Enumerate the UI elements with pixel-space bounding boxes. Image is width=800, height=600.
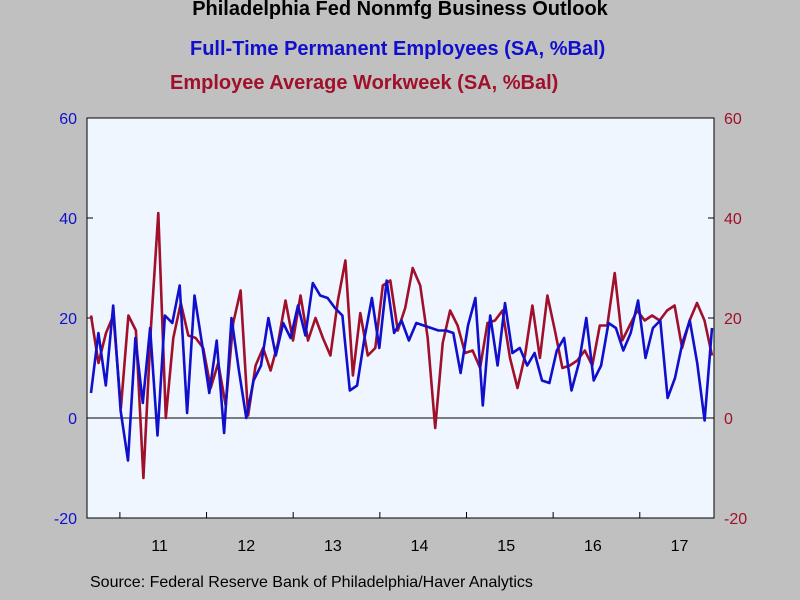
y-tick-label-right: 20 bbox=[724, 311, 742, 328]
y-tick-label-right: 40 bbox=[724, 211, 742, 228]
y-tick-label-left: 40 bbox=[59, 211, 77, 228]
y-tick-label-right: 60 bbox=[724, 111, 742, 128]
y-axis-left: 60 40 20 0 -20 bbox=[54, 111, 93, 528]
y-tick-label-left: 60 bbox=[59, 111, 77, 128]
x-tick-label: 12 bbox=[237, 538, 255, 555]
y-tick-label-left: -20 bbox=[54, 511, 77, 528]
series-line-employees bbox=[89, 279, 714, 462]
x-tick-label: 15 bbox=[497, 538, 515, 555]
x-tick-label: 16 bbox=[584, 538, 602, 555]
plot-frame bbox=[86, 117, 715, 519]
x-tick-label: 17 bbox=[671, 538, 689, 555]
x-tick-label: 14 bbox=[411, 538, 429, 555]
y-tick-label-right: -20 bbox=[724, 511, 747, 528]
y-tick-label-left: 20 bbox=[59, 311, 77, 328]
legend-series-workweek: Employee Average Workweek (SA, %Bal) bbox=[170, 72, 559, 94]
chart-title: Philadelphia Fed Nonmfg Business Outlook bbox=[192, 0, 608, 20]
legend-series-employees: Full-Time Permanent Employees (SA, %Bal) bbox=[190, 38, 606, 60]
series-lines bbox=[89, 211, 714, 480]
y-axis-right: 60 40 20 0 -20 bbox=[708, 111, 747, 528]
x-tick-label: 11 bbox=[151, 538, 168, 555]
y-tick-label-left: 0 bbox=[68, 411, 77, 428]
source-note: Source: Federal Reserve Bank of Philadel… bbox=[90, 574, 533, 591]
x-axis: 11 12 13 14 15 16 17 bbox=[119, 512, 689, 555]
y-tick-label-right: 0 bbox=[724, 411, 733, 428]
x-tick-label: 13 bbox=[324, 538, 342, 555]
